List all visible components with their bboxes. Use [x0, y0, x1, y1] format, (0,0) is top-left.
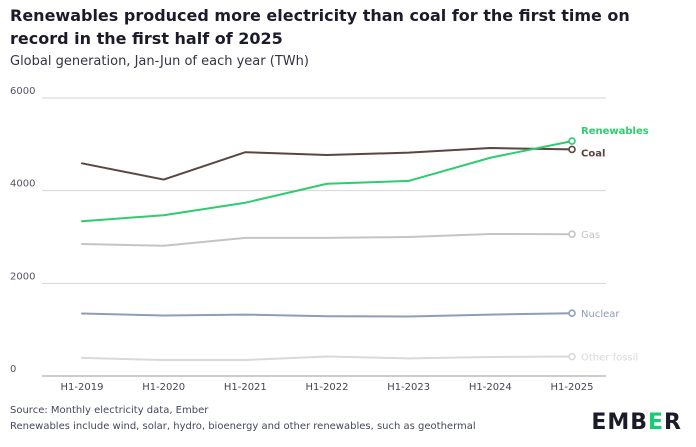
renewables-series-line: [81, 140, 573, 223]
chart-title: Renewables produced more electricity tha…: [10, 6, 630, 48]
coal-series-line: [81, 147, 573, 181]
chart-subtitle: Global generation, Jan-Jun of each year …: [10, 54, 309, 69]
x-tick-label: H1-2020: [142, 382, 185, 393]
gas-series-label: Gas: [581, 230, 600, 241]
gas-end-point: [568, 230, 576, 239]
x-tick-label: H1-2025: [551, 382, 594, 393]
renewables-series-label: Renewables: [581, 126, 649, 137]
gas-series-line: [81, 232, 573, 247]
renewables-end-point: [568, 137, 576, 145]
x-tick-label: H1-2024: [469, 382, 512, 393]
y-tick-label: 0: [10, 364, 16, 375]
nuclear-end-point: [568, 309, 576, 318]
y-tick-label: 4000: [10, 179, 35, 190]
x-tick-label: H1-2019: [61, 382, 104, 393]
other-fossil-end-point: [568, 352, 576, 361]
coal-series-label: Coal: [581, 148, 605, 159]
y-tick-label: 2000: [10, 271, 35, 282]
other-fossil-series-label: Other fossil: [581, 353, 638, 364]
x-tick-label: H1-2023: [387, 382, 430, 393]
nuclear-series-line: [81, 312, 573, 318]
line-chart: 0 2000 4000 6000 H1-2019 H1-2020 H1-2021 H1-20…: [10, 86, 649, 393]
x-tick-label: H1-2022: [306, 382, 349, 393]
source-note: Source: Monthly electricity data, Ember: [10, 405, 209, 416]
x-tick-label: H1-2021: [224, 382, 267, 393]
renewables-note: Renewables include wind, solar, hydro, b…: [10, 421, 476, 432]
coal-end-point: [568, 145, 576, 154]
nuclear-series-label: Nuclear: [581, 309, 620, 320]
ember-logo: EMBER: [591, 410, 682, 435]
other-fossil-series-line: [81, 355, 573, 362]
y-tick-label: 6000: [10, 86, 35, 97]
